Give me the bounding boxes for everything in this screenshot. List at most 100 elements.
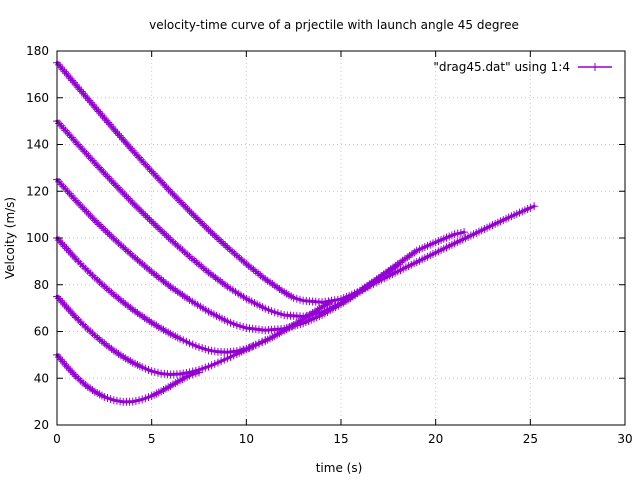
data-point-marker xyxy=(68,309,77,318)
data-point-marker xyxy=(66,307,75,316)
data-point-marker xyxy=(145,215,154,224)
x-tick-label: 15 xyxy=(333,432,348,446)
y-tick-label: 60 xyxy=(34,325,49,339)
data-point-marker xyxy=(160,229,169,238)
series-line xyxy=(55,119,466,318)
data-point-marker xyxy=(208,229,217,238)
data-point-marker xyxy=(202,223,211,232)
data-point-marker xyxy=(530,202,539,211)
data-point-marker xyxy=(214,235,223,244)
data-point-marker xyxy=(179,200,188,209)
data-point-marker xyxy=(92,218,101,227)
data-point-marker xyxy=(130,201,139,210)
data-point-marker xyxy=(64,246,73,255)
data-point-marker xyxy=(137,207,146,216)
series-group xyxy=(53,58,539,406)
x-tick-label: 0 xyxy=(53,432,61,446)
series-layer xyxy=(53,58,539,406)
y-tick-label: 80 xyxy=(34,278,49,292)
data-point-marker xyxy=(64,305,73,314)
data-point-marker xyxy=(117,133,126,142)
data-point-marker xyxy=(196,217,205,226)
data-point-marker xyxy=(70,252,79,261)
data-point-marker xyxy=(185,207,194,216)
y-tick-label: 100 xyxy=(26,231,49,245)
data-point-marker xyxy=(193,215,202,224)
y-tick-label: 140 xyxy=(26,138,49,152)
data-point-marker xyxy=(141,211,150,220)
data-point-marker xyxy=(66,366,75,375)
data-point-marker xyxy=(60,242,69,251)
data-point-marker xyxy=(62,362,71,371)
data-point-marker xyxy=(198,219,207,228)
data-point-marker xyxy=(172,194,181,203)
data-point-marker xyxy=(68,250,77,259)
data-point-marker xyxy=(181,202,190,211)
data-point-marker xyxy=(126,144,135,153)
data-point-marker xyxy=(97,222,106,231)
y-axis-title: Velcoity (m/s) xyxy=(3,197,17,279)
chart-title: velocity-time curve of a prjectile with … xyxy=(149,18,519,32)
data-point-marker xyxy=(221,241,230,250)
data-point-marker xyxy=(149,219,158,228)
x-axis-title: time (s) xyxy=(316,461,363,475)
data-point-marker xyxy=(158,227,167,236)
x-tick-label: 25 xyxy=(523,432,538,446)
data-point-marker xyxy=(591,63,599,71)
x-tick-label: 5 xyxy=(148,432,156,446)
data-point-marker xyxy=(90,216,99,225)
data-point-marker xyxy=(56,238,65,247)
x-tick-labels: 0 5 10 15 20 25 30 xyxy=(53,432,632,446)
legend-marker xyxy=(591,63,599,71)
y-tick-label: 20 xyxy=(34,418,49,432)
data-point-marker xyxy=(170,192,179,201)
series-line xyxy=(55,178,400,332)
data-point-marker xyxy=(151,221,160,230)
data-point-marker xyxy=(62,302,71,311)
y-tick-label: 160 xyxy=(26,91,49,105)
data-point-marker xyxy=(189,211,198,220)
data-point-marker xyxy=(153,223,162,232)
data-point-marker xyxy=(101,226,110,235)
y-tick-label: 120 xyxy=(26,184,49,198)
data-point-marker xyxy=(119,135,128,144)
data-point-marker xyxy=(113,129,122,138)
x-tick-label: 30 xyxy=(617,432,632,446)
data-point-marker xyxy=(162,231,171,240)
data-point-marker xyxy=(132,203,141,212)
legend: "drag45.dat" using 1:4 xyxy=(433,60,612,74)
data-point-marker xyxy=(107,232,116,241)
y-tick-label: 180 xyxy=(26,44,49,58)
data-point-marker xyxy=(204,225,213,234)
data-point-marker xyxy=(460,228,469,237)
data-point-marker xyxy=(58,240,67,249)
data-point-marker xyxy=(105,230,114,239)
data-point-marker xyxy=(64,364,73,373)
data-point-marker xyxy=(210,231,219,240)
data-point-marker xyxy=(109,125,118,134)
data-point-marker xyxy=(62,244,71,253)
data-point-marker xyxy=(123,140,132,149)
data-point-marker xyxy=(60,300,69,309)
data-point-marker xyxy=(95,220,104,229)
data-point-marker xyxy=(111,127,120,136)
data-point-marker xyxy=(68,368,77,377)
data-point-marker xyxy=(212,233,221,242)
tick-marks xyxy=(56,50,626,426)
data-point-marker xyxy=(70,370,79,379)
data-point-marker xyxy=(70,311,79,320)
data-point-marker xyxy=(139,209,148,218)
data-point-marker xyxy=(156,225,165,234)
data-point-marker xyxy=(124,142,133,151)
data-point-marker xyxy=(128,198,137,207)
data-point-marker xyxy=(58,298,67,307)
data-point-marker xyxy=(103,228,112,237)
data-point-marker xyxy=(219,239,228,248)
y-tick-labels: 20 40 60 80 100 120 140 160 180 xyxy=(26,44,49,432)
data-point-marker xyxy=(121,137,130,146)
data-point-marker xyxy=(147,217,156,226)
data-point-marker xyxy=(200,221,209,230)
data-point-marker xyxy=(526,203,535,212)
data-point-marker xyxy=(206,227,215,236)
